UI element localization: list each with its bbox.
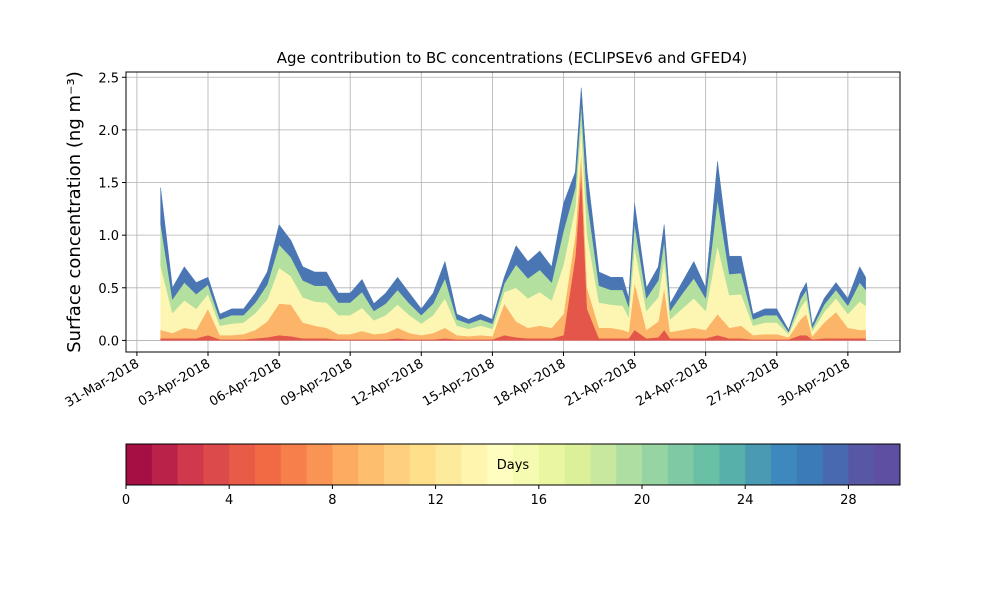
area: [160, 122, 866, 338]
x-tick-label: 09-Apr-2018: [278, 356, 355, 409]
x-tick-label: 06-Apr-2018: [207, 356, 284, 409]
x-tick-label: 15-Apr-2018: [420, 356, 497, 409]
colorbar-tick-label: 8: [328, 493, 336, 508]
colorbar-swatch: [332, 444, 359, 485]
x-tick-label: 31-Mar-2018: [63, 356, 142, 410]
area: [160, 87, 866, 333]
x-tick-label: 21-Apr-2018: [562, 356, 639, 409]
colorbar-swatch: [590, 444, 617, 485]
colorbar-swatch: [177, 444, 204, 485]
colorbar-swatch: [796, 444, 824, 485]
colorbar-swatch: [564, 444, 591, 485]
colorbar-swatch: [538, 444, 566, 485]
colorbar-swatch: [280, 444, 308, 485]
colorbar-tick-label: 24: [737, 493, 754, 508]
colorbar-swatch: [616, 444, 643, 485]
colorbar-swatch: [203, 444, 230, 485]
y-tick-label: 1.5: [98, 177, 119, 192]
colorbar-swatch: [513, 444, 540, 485]
colorbar-swatch: [719, 444, 746, 485]
colorbar-swatch: [848, 444, 875, 485]
x-tick-label: 18-Apr-2018: [491, 356, 568, 409]
y-tick-label: 1.0: [98, 229, 119, 244]
colorbar-swatch: [693, 444, 720, 485]
colorbar-swatch: [126, 444, 153, 485]
colorbar-tick-label: 0: [122, 493, 130, 508]
colorbar-swatch: [358, 444, 385, 485]
colorbar-swatch: [255, 444, 282, 485]
colorbar-tick-label: 28: [840, 493, 857, 508]
colorbar-swatch: [151, 444, 179, 485]
colorbar-tick-label: 12: [427, 493, 444, 508]
colorbar-swatch: [642, 444, 669, 485]
y-axis-label: Surface concentration (ng m⁻³): [64, 71, 85, 353]
colorbar-swatch: [384, 444, 411, 485]
x-tick-label: 24-Apr-2018: [634, 356, 711, 409]
x-tick-label: 03-Apr-2018: [136, 356, 213, 409]
y-tick-label: 0.5: [98, 282, 119, 297]
x-tick-label: 27-Apr-2018: [705, 356, 782, 409]
plot-frame: [125, 71, 901, 353]
y-tick-label: 2.0: [98, 124, 119, 139]
x-tick-label: 12-Apr-2018: [349, 356, 426, 409]
colorbar-tick-label: 16: [531, 493, 548, 508]
y-tick-label: 0.0: [98, 334, 119, 349]
colorbar-tick-label: 20: [634, 493, 651, 508]
colorbar-swatch: [435, 444, 462, 485]
colorbar-swatch: [461, 444, 488, 485]
colorbar-label: Days: [497, 458, 530, 473]
colorbar-swatch: [487, 444, 514, 485]
colorbar-swatch: [771, 444, 798, 485]
colorbar-swatch: [306, 444, 333, 485]
y-tick-label: 2.5: [98, 71, 119, 86]
colorbar-tick-label: 4: [225, 493, 233, 508]
colorbar-swatch: [229, 444, 256, 485]
colorbar-frame: [125, 443, 901, 486]
colorbar-swatch: [745, 444, 772, 485]
x-tick-label: 30-Apr-2018: [776, 356, 853, 409]
colorbar-swatch: [822, 444, 849, 485]
chart-title: Age contribution to BC concentrations (E…: [277, 49, 748, 67]
colorbar-swatch: [409, 444, 437, 485]
colorbar-swatch: [874, 444, 901, 485]
colorbar-swatch: [667, 444, 695, 485]
